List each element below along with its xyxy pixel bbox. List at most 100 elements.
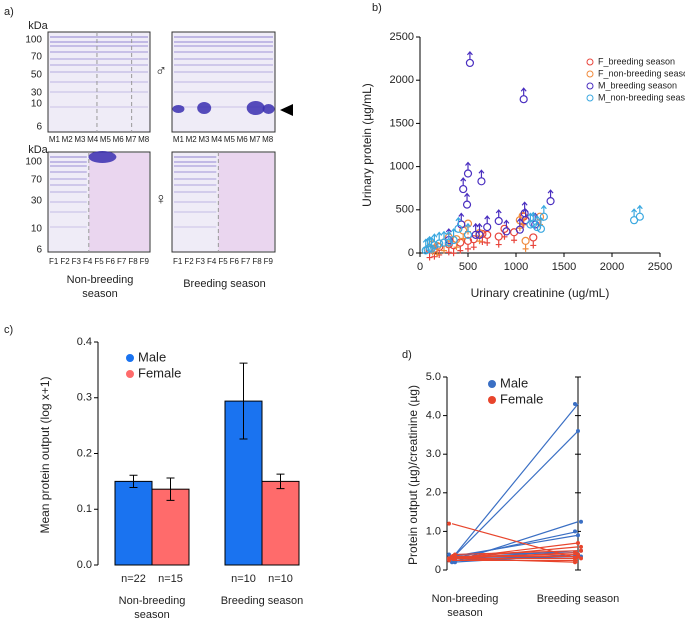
pair-point [579,556,583,561]
y-tick-label: 5.0 [426,371,441,383]
kda-tick: 6 [36,245,42,256]
bar [114,480,153,566]
point [526,212,535,229]
gel-blob [88,151,117,163]
legend-label: M_breeding season [598,80,677,90]
kda-tick: 30 [31,196,43,207]
kda-label: kDa [28,20,48,32]
marker-arrow [476,222,483,232]
marker-cross [460,234,467,242]
legend-dot [488,380,496,388]
marker-arrow [445,230,452,240]
pair-line [451,534,579,558]
point [635,204,644,221]
y-tick-label: 500 [396,204,414,216]
kda-tick: 10 [31,224,43,235]
pair-point [573,550,577,555]
x-tick-label: 2000 [600,261,624,273]
n-label: n=15 [158,573,183,585]
lane-label: F7 [117,257,127,266]
x-tick-label: 1500 [552,261,576,273]
marker-circle [462,200,472,209]
marker-arrow [527,212,534,221]
x-tick-label: 1000 [504,261,528,273]
lane-label: M3 [198,135,210,144]
lane-label: F9 [264,257,274,266]
lane-label: M6 [237,135,249,144]
pair-point [447,556,451,561]
kda-tick: 100 [25,35,42,46]
point [515,217,524,234]
lane-label: M1 [49,135,61,144]
marker-arrow [465,161,471,171]
marker-arrow [540,204,547,214]
season-label: Breeding season [183,278,266,290]
marker-cross [511,235,518,244]
x-tick-label: 500 [459,261,477,273]
lane-label: F8 [128,257,138,266]
gel-blob [262,104,275,114]
marker-cross [522,244,529,252]
x-tick-label: 0 [417,261,423,273]
panel-label: a) [4,6,14,18]
marker-arrow [636,204,643,214]
lane-label: M7 [125,135,137,144]
pair-point [450,554,454,559]
lane-label: F6 [106,257,116,266]
marker-arrow [455,216,462,226]
panel-label: b) [372,2,382,14]
x-tick-label: 2500 [648,261,672,273]
x-tick-label: Breeding season [536,593,620,605]
gel-blob [197,102,212,114]
point [463,236,473,252]
lane-label: F1 [173,257,183,266]
n-label: n=10 [268,573,293,585]
point [494,232,503,248]
lane-label: M7 [249,135,261,144]
kda-tick: 100 [25,157,42,168]
x-axis-label: Urinary creatinine (ug/mL) [471,286,610,300]
legend-dot [488,396,496,404]
lane-label: F2 [184,257,194,266]
pair-line [451,550,579,556]
lane-label: F6 [230,257,240,266]
pair-point [579,519,583,524]
marker-arrow [503,219,510,228]
gel-blob [172,105,185,113]
legend-circle [586,94,594,102]
lane-label: M8 [138,135,150,144]
legend-dot [126,354,134,362]
marker-arrow [520,87,527,96]
point [483,230,492,246]
legend-dot [126,370,134,378]
lane-label: F5 [218,257,228,266]
kda-tick: 70 [31,52,43,63]
lane-label: F3 [72,257,82,266]
y-tick-label: 0 [435,564,441,576]
marker-arrow [441,230,447,240]
marker-cross [453,242,460,251]
kda-tick: 70 [31,175,43,186]
x-tick-label: Non-breeding season [431,593,499,619]
point [454,216,463,233]
point [546,189,555,206]
lane-label: M4 [211,135,223,144]
y-tick-label: 2500 [390,31,414,43]
point [477,169,486,186]
marker-circle [465,58,475,68]
point [444,230,453,247]
marker-arrow [464,192,471,202]
marker-arrow [460,177,467,186]
marker-cross [445,247,452,256]
kda-tick: 50 [31,70,43,81]
legend-marker [586,82,594,90]
marker-circle [483,222,492,232]
lane-label: M6 [113,135,125,144]
y-tick-label: 1000 [390,161,414,173]
pair-point [579,548,583,553]
marker-arrow [431,233,438,242]
marker-cross [530,240,537,249]
error-bar [276,473,285,490]
